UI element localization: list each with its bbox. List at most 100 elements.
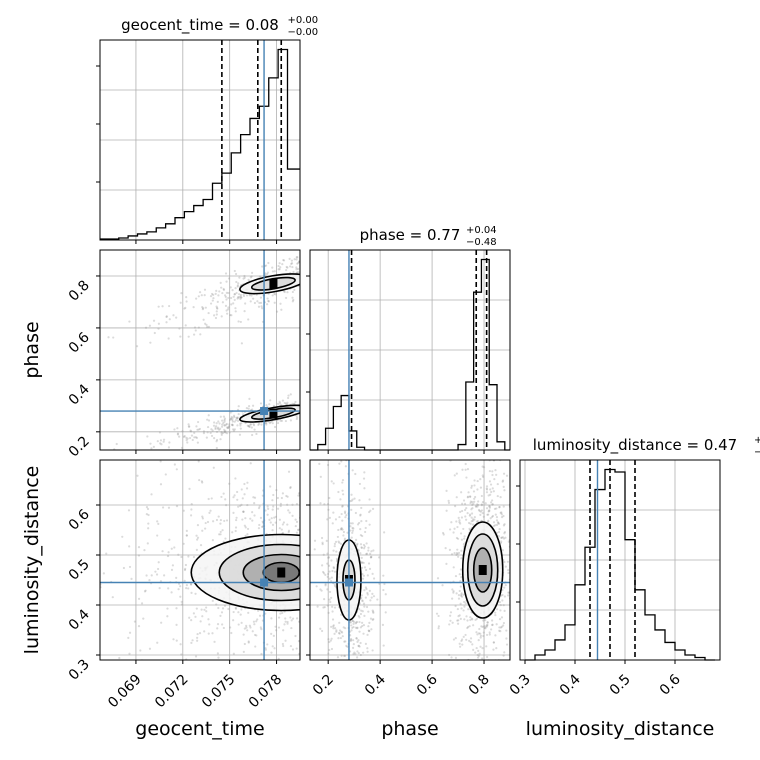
scatter-point — [495, 473, 498, 476]
scatter-point — [328, 648, 331, 652]
scatter-point — [354, 478, 356, 480]
scatter-point — [476, 653, 479, 657]
scatter-point — [285, 494, 288, 498]
scatter-point — [355, 254, 357, 256]
scatter-point — [358, 521, 361, 525]
scatter-point — [387, 575, 389, 577]
scatter-point — [222, 492, 225, 495]
scatter-point — [311, 401, 313, 403]
scatter-point — [215, 446, 218, 450]
scatter-point — [482, 631, 485, 634]
scatter-point — [334, 627, 337, 630]
scatter-point — [236, 498, 239, 501]
scatter-point — [220, 432, 223, 435]
scatter-point — [303, 277, 305, 279]
scatter-point — [312, 537, 314, 539]
scatter-point — [243, 274, 246, 278]
scatter-point — [343, 706, 345, 708]
scatter-point — [370, 527, 372, 529]
scatter-point — [415, 593, 417, 595]
scatter-point — [326, 518, 329, 521]
scatter-point — [444, 601, 446, 603]
scatter-point — [240, 296, 243, 299]
scatter-point — [193, 333, 196, 336]
scatter-point — [244, 302, 247, 305]
scatter-point — [342, 678, 344, 680]
scatter-point — [219, 522, 222, 525]
scatter-point — [320, 394, 322, 396]
scatter-point — [248, 397, 251, 400]
scatter-point — [444, 547, 447, 550]
scatter-point — [315, 394, 317, 396]
scatter-point — [223, 294, 227, 297]
scatter-point — [361, 561, 364, 564]
scatter-point — [304, 627, 306, 629]
scatter-point — [390, 254, 392, 256]
scatter-point — [225, 280, 228, 283]
scatter-point — [277, 657, 280, 660]
scatter-point — [286, 682, 288, 684]
scatter-point — [226, 426, 230, 430]
scatter-point — [202, 432, 206, 435]
scatter-point — [301, 599, 303, 601]
scatter-point — [266, 272, 269, 276]
scatter-point — [286, 503, 289, 506]
scatter-point — [282, 644, 285, 648]
scatter-point — [297, 260, 300, 263]
scatter-point — [500, 594, 503, 597]
scatter-point — [385, 588, 387, 590]
scatter-point — [450, 656, 453, 659]
scatter-point — [502, 514, 505, 518]
scatter-point — [485, 487, 488, 490]
scatter-point — [175, 607, 178, 610]
scatter-point — [277, 616, 281, 619]
scatter-point — [301, 417, 303, 419]
scatter-point — [468, 527, 471, 530]
scatter-point — [180, 600, 183, 603]
scatter-point — [207, 632, 210, 635]
scatter-point — [256, 609, 260, 612]
scatter-point — [507, 591, 510, 594]
scatter-point — [467, 625, 470, 629]
scatter-point — [489, 488, 492, 491]
scatter-point — [352, 625, 355, 629]
scatter-point — [459, 617, 462, 620]
scatter-point — [234, 607, 238, 610]
scatter-point — [253, 301, 257, 305]
scatter-point — [343, 510, 347, 513]
scatter-point — [507, 594, 510, 597]
scatter-point — [351, 646, 355, 649]
scatter-point — [128, 631, 132, 634]
scatter-point — [303, 607, 305, 609]
scatter-point — [474, 618, 477, 621]
scatter-point — [318, 241, 320, 243]
scatter-point — [280, 528, 283, 531]
scatter-point — [217, 426, 220, 429]
scatter-point — [381, 623, 385, 626]
scatter-point — [371, 507, 375, 510]
scatter-point — [469, 501, 472, 505]
scatter-point — [313, 639, 315, 641]
scatter-point — [472, 518, 475, 521]
scatter-point — [354, 403, 356, 405]
scatter-point — [216, 300, 219, 304]
scatter-point — [448, 548, 452, 551]
scatter-point — [404, 555, 406, 557]
scatter-point — [96, 617, 98, 619]
scatter-point — [218, 290, 221, 293]
scatter-point — [376, 390, 378, 392]
scatter-point — [152, 445, 155, 448]
scatter-point — [197, 326, 200, 329]
scatter-point — [321, 543, 324, 546]
scatter-point — [345, 514, 348, 517]
scatter-point — [343, 685, 345, 687]
scatter-point — [215, 603, 218, 606]
scatter-point — [234, 419, 238, 422]
scatter-point — [179, 585, 182, 588]
scatter-point — [235, 518, 238, 522]
scatter-point — [512, 547, 514, 549]
scatter-point — [290, 262, 294, 265]
scatter-point — [334, 386, 336, 388]
scatter-point — [491, 503, 494, 506]
